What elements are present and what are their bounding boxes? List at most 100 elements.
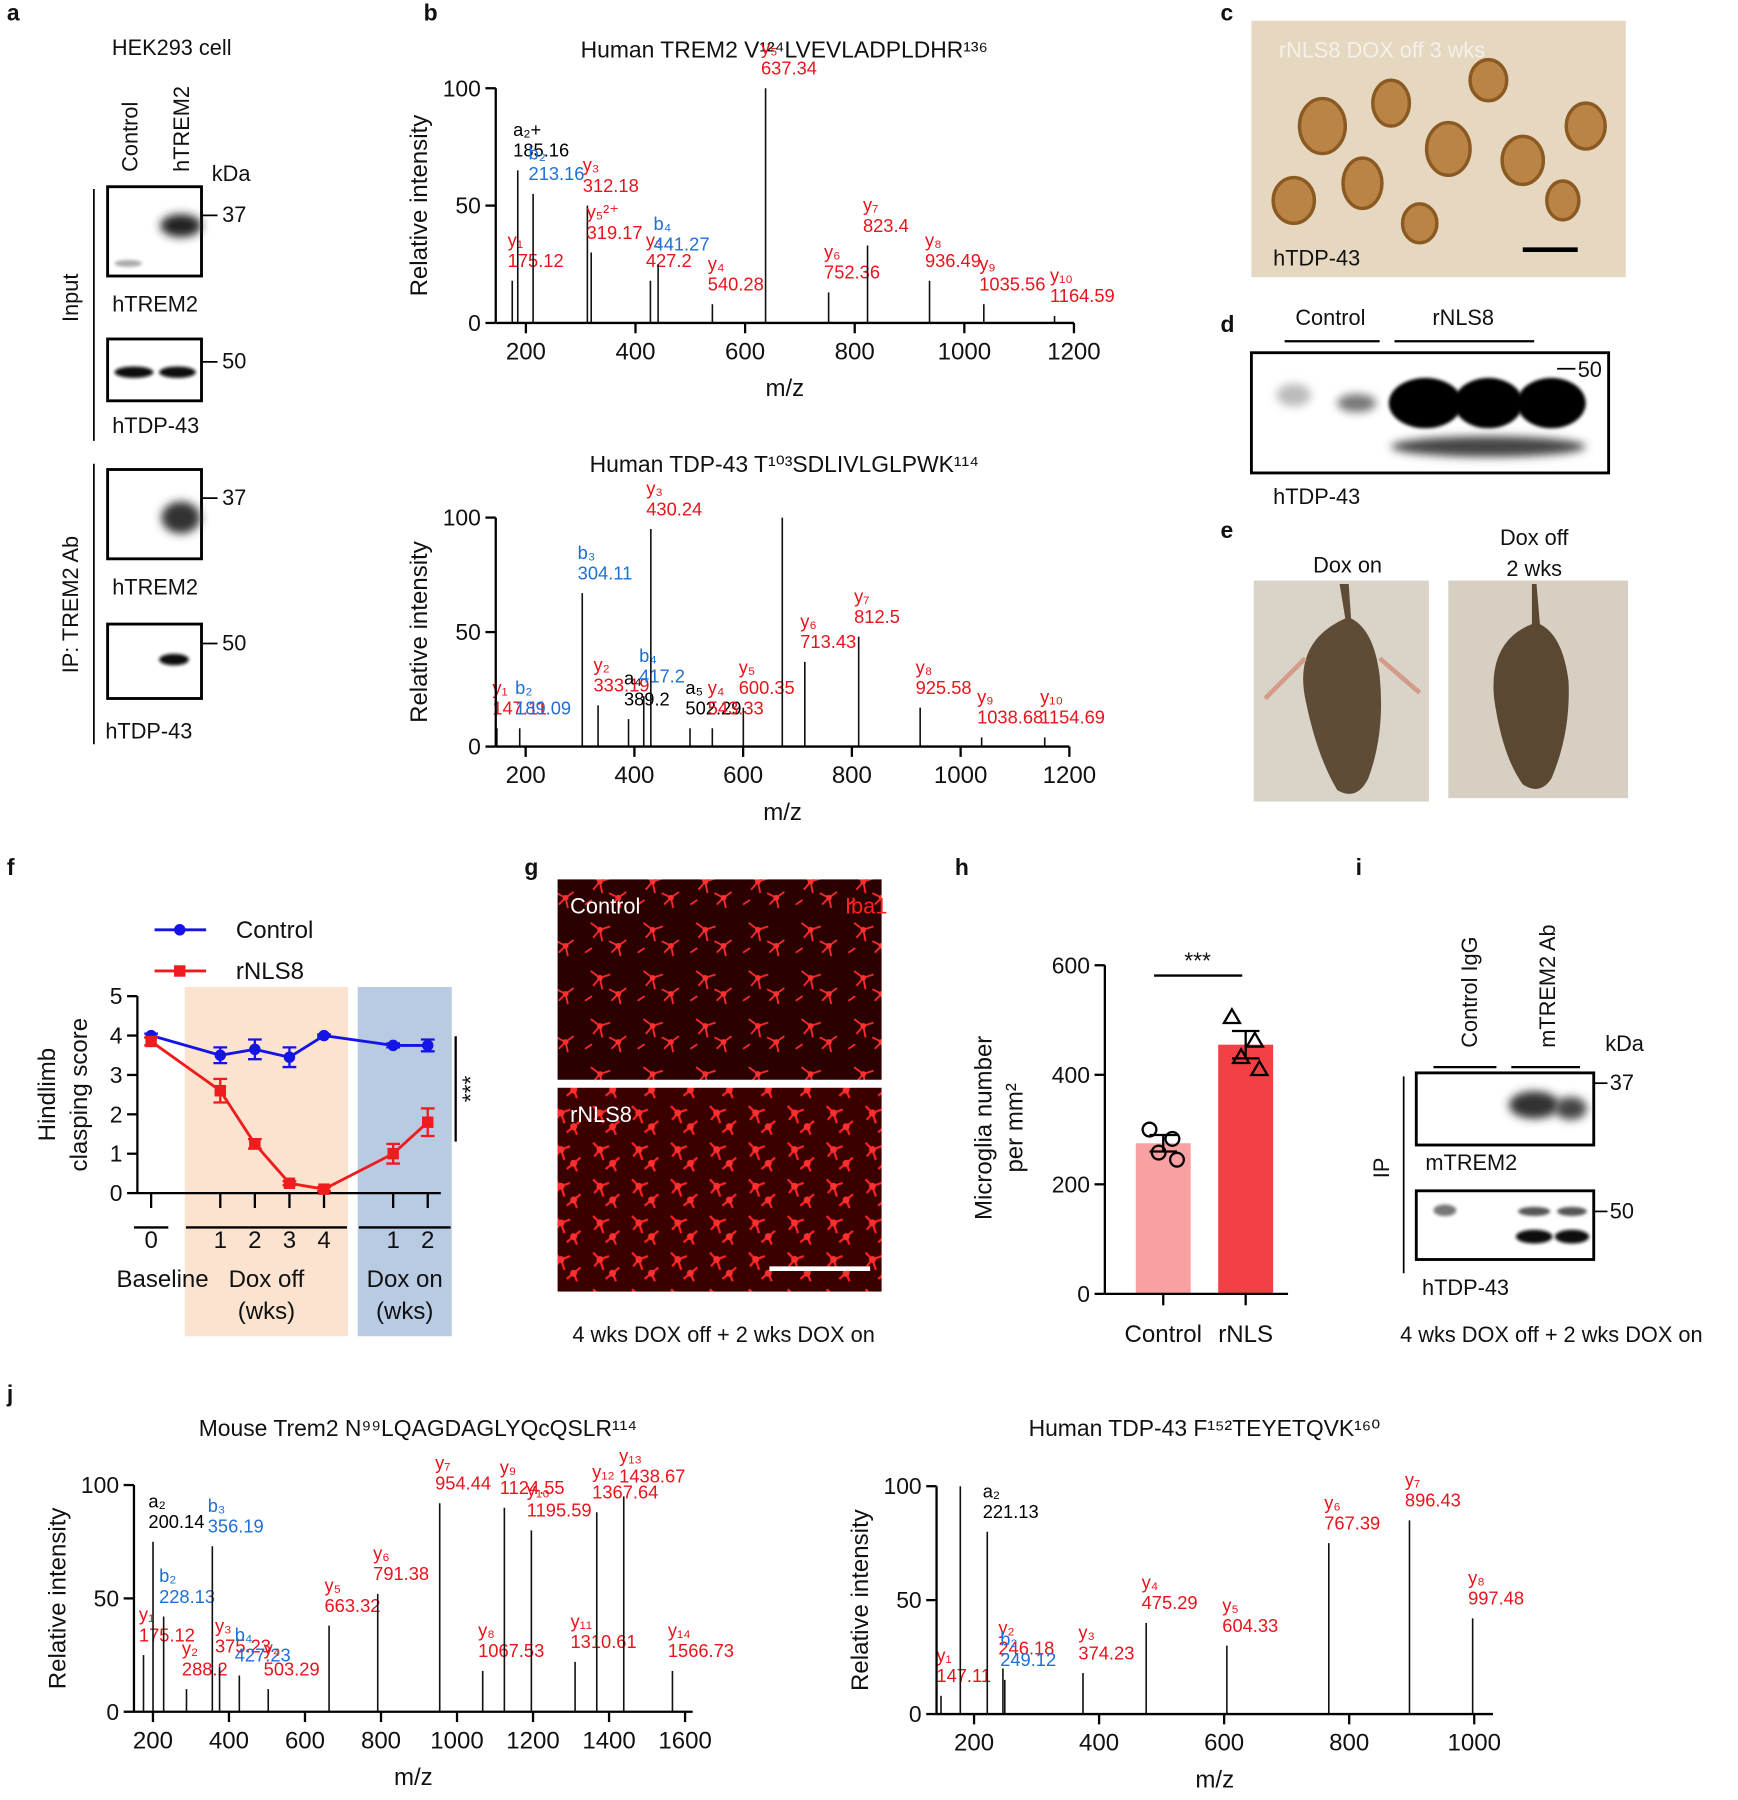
mz-label: 637.34	[761, 58, 817, 79]
x-tick-label: 1000	[430, 1727, 483, 1754]
x-tick-label: 600	[725, 339, 765, 366]
blot	[106, 622, 203, 700]
band	[160, 214, 202, 238]
mouse	[1303, 584, 1382, 794]
y-axis-label: Microglia number	[971, 1036, 998, 1220]
y-axis-label: Relative intensity	[406, 115, 433, 297]
ion-label: b₄	[654, 213, 672, 234]
mz-label: 823.4	[863, 215, 909, 236]
marker	[145, 1035, 157, 1048]
x-tick-label: 400	[614, 762, 654, 789]
ion-label: y₂	[182, 1638, 198, 1659]
lane-label: Control	[117, 102, 142, 172]
x-tick-label: 1600	[658, 1727, 711, 1754]
group-shade	[184, 987, 349, 1337]
point	[1249, 1059, 1270, 1077]
mz-label: 246.18	[998, 1638, 1054, 1659]
ion-label: y₁₀	[527, 1479, 550, 1500]
mz-label: 954.44	[435, 1472, 491, 1493]
mz-label: 147.11	[936, 1665, 991, 1686]
chart-title: Human TREM2 V¹²⁴LVEVLADPLDHR¹³⁶	[581, 36, 988, 62]
ion-label: b₂	[1000, 1629, 1017, 1650]
ion-label: y₇	[1405, 1469, 1420, 1490]
ion-label: y₅²⁺	[587, 201, 619, 222]
mz-label: 213.16	[529, 163, 585, 184]
image-label: Control	[570, 894, 640, 919]
marker	[249, 1043, 261, 1056]
band	[1276, 383, 1311, 407]
ion-label: y₇	[435, 1452, 450, 1473]
mz-label: 1124.55	[500, 1477, 565, 1498]
ion-label: y₉	[979, 253, 995, 274]
band	[159, 653, 189, 666]
ion-label: y₃	[1078, 1622, 1095, 1643]
lane-label: hTREM2	[169, 86, 194, 172]
panel-a: HEK293 cell Control hTREM2 kDa Input IP:…	[58, 35, 251, 745]
stain-label: Iba1	[845, 894, 887, 919]
group-label: Dox off	[229, 1266, 305, 1293]
mouse-limb	[1263, 656, 1422, 701]
y-tick-label: 3	[110, 1062, 123, 1088]
band	[114, 259, 142, 267]
blot	[1414, 1189, 1596, 1261]
band	[1554, 1229, 1590, 1244]
ion-label: a₂	[983, 1480, 1000, 1501]
ion-label: y₅	[739, 656, 756, 677]
x-tick-label: 200	[133, 1727, 173, 1754]
mz-label: 312.18	[583, 175, 639, 196]
band	[159, 366, 196, 378]
panel-g: Control Iba1 rNLS8 4 wks DOX off + 2 wks…	[557, 879, 887, 1347]
blot-label: mTREM2	[1425, 1150, 1517, 1175]
marker	[422, 1039, 434, 1052]
significance-label: ***	[458, 1075, 484, 1102]
y-tick-label: 0	[106, 1699, 119, 1725]
group-label: (wks)	[376, 1298, 433, 1325]
point	[1244, 1030, 1265, 1048]
x-tick-label: 4	[317, 1227, 330, 1254]
ion-label: y₁	[508, 229, 523, 250]
x-tick-label: 400	[1079, 1730, 1119, 1757]
mz-label: 288.2	[182, 1658, 228, 1679]
blot	[106, 185, 203, 278]
blot-label: hTDP-43	[112, 413, 199, 438]
y-tick-label: 100	[883, 1473, 921, 1499]
y-tick-label: 50	[455, 193, 480, 219]
cell-label: HEK293 cell	[112, 35, 232, 60]
ion-label: a₂	[148, 1490, 165, 1511]
x-tick-label: 2	[421, 1227, 434, 1254]
x-tick-label: 600	[723, 762, 763, 789]
y-axis-label: Hindlimb	[34, 1048, 61, 1142]
mz-label: 200.14	[148, 1511, 204, 1532]
mz-label: 228.13	[159, 1586, 215, 1607]
ion-label: y₄	[264, 1638, 281, 1659]
y-tick-label: 600	[1052, 952, 1090, 978]
mz-label: 1067.53	[478, 1640, 544, 1661]
x-axis-label: m/z	[763, 799, 802, 826]
blot	[1414, 1071, 1596, 1147]
ion-label: y₃	[646, 229, 663, 250]
panel-e: Dox on Dox off 2 wks	[1253, 525, 1629, 802]
ion-label: a₂+	[513, 119, 541, 140]
panel-label: f	[7, 854, 15, 880]
ion-label: b₃	[208, 1495, 226, 1516]
chart-title: Human TDP-43 F¹⁵²TEYETQVK¹⁶⁰	[1029, 1415, 1381, 1441]
y-tick-label: 100	[81, 1472, 119, 1498]
kda-label: kDa	[1605, 1031, 1645, 1056]
x-tick-label: 200	[506, 762, 546, 789]
band	[1388, 377, 1463, 429]
y-axis-label: clasping score	[66, 1018, 93, 1172]
band	[1517, 377, 1586, 429]
ion-label: y₈	[925, 229, 942, 250]
band	[161, 501, 201, 534]
x-tick-label: 1000	[934, 762, 987, 789]
point	[1164, 1130, 1181, 1147]
group-label: Baseline	[116, 1266, 208, 1293]
point	[1141, 1121, 1158, 1138]
mz-label: 604.33	[1222, 1615, 1278, 1636]
x-tick-label: 1200	[1043, 762, 1096, 789]
panel-label: e	[1220, 517, 1233, 543]
marker-label: 50	[222, 349, 246, 374]
panel-label: b	[424, 0, 438, 26]
